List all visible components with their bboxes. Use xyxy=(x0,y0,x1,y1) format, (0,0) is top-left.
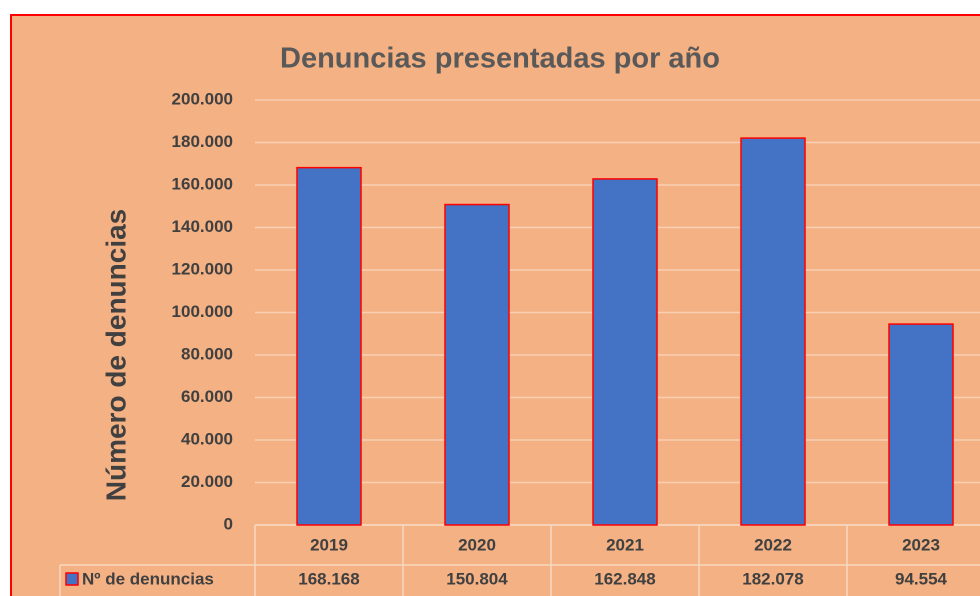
y-tick-label: 60.000 xyxy=(181,387,233,406)
y-tick-label: 100.000 xyxy=(172,302,233,321)
y-tick-label: 140.000 xyxy=(172,217,233,236)
data-label: 168.168 xyxy=(298,569,359,588)
y-tick-label: 160.000 xyxy=(172,174,233,193)
data-label: 162.848 xyxy=(594,569,655,588)
x-tick-label: 2021 xyxy=(606,535,644,554)
legend-label: Nº de denuncias xyxy=(82,569,214,588)
chart-title: Denuncias presentadas por año xyxy=(280,43,720,75)
x-tick-label: 2023 xyxy=(902,535,940,554)
data-label: 150.804 xyxy=(446,569,508,588)
bar xyxy=(592,178,658,526)
x-tick-label: 2020 xyxy=(458,535,496,554)
bar xyxy=(296,166,362,526)
data-label: 94.554 xyxy=(895,569,948,588)
y-tick-label: 0 xyxy=(224,514,233,533)
y-tick-label: 40.000 xyxy=(181,429,233,448)
y-tick-label: 120.000 xyxy=(172,259,233,278)
y-tick-label: 80.000 xyxy=(181,344,233,363)
x-tick-label: 2019 xyxy=(310,535,348,554)
y-tick-label: 20.000 xyxy=(181,472,233,491)
data-label: 182.078 xyxy=(742,569,803,588)
y-tick-label: 180.000 xyxy=(172,132,233,151)
y-axis-label: Número de denuncias xyxy=(100,209,131,502)
y-tick-label: 200.000 xyxy=(172,89,233,108)
bar xyxy=(740,137,806,526)
legend-key xyxy=(65,572,79,586)
x-tick-label: 2022 xyxy=(754,535,792,554)
bar xyxy=(444,203,510,526)
bar xyxy=(888,323,954,526)
